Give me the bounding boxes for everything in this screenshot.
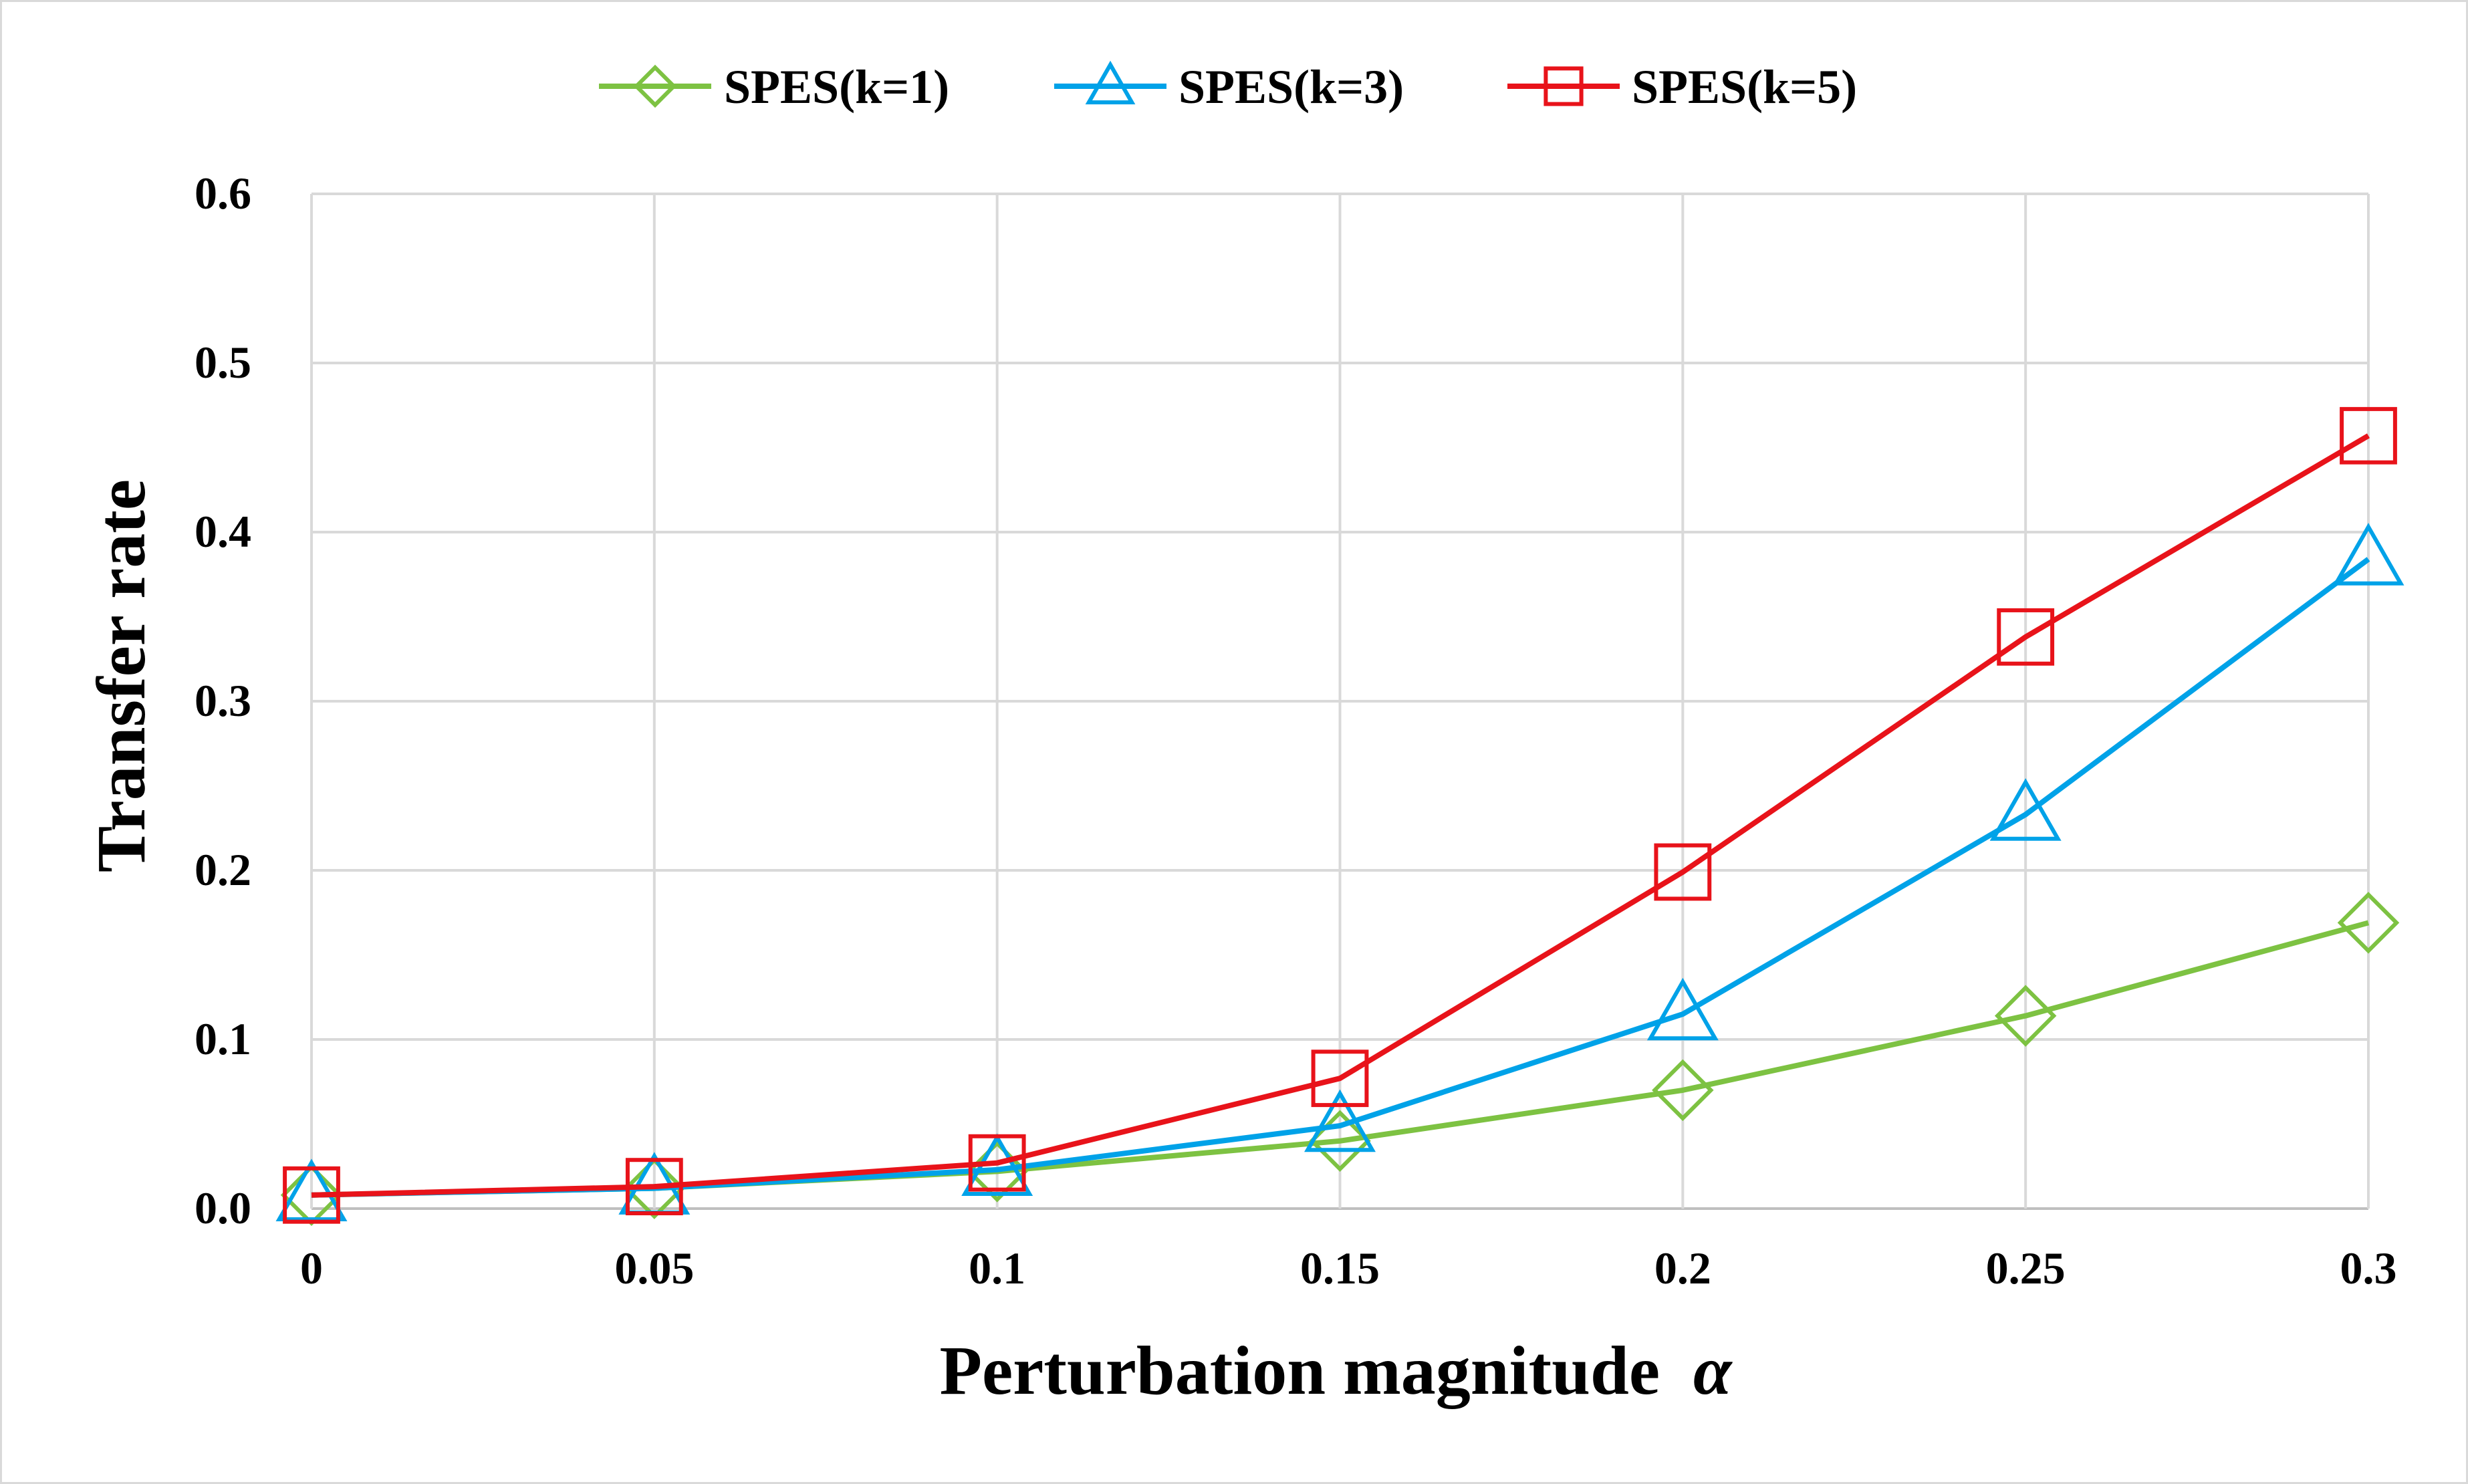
legend-item: SPES(k=1) — [599, 60, 949, 114]
data-point-square — [2340, 406, 2397, 465]
legend-label: SPES(k=5) — [1632, 60, 1857, 114]
y-tick-labels: 0.0 0.1 0.2 0.3 0.4 0.5 0.6 — [195, 168, 251, 1233]
y-tick-label: 0.0 — [195, 1183, 251, 1233]
legend-marker-triangle — [1085, 60, 1136, 105]
data-point-diamond — [1994, 985, 2057, 1047]
data-point-square — [1997, 608, 2055, 666]
data-point-triangle — [1304, 1089, 1376, 1152]
grid-lines — [310, 193, 2370, 1210]
legend-label: SPES(k=1) — [724, 60, 949, 114]
data-point-square — [1654, 843, 1712, 901]
data-point-triangle — [1646, 977, 1719, 1041]
data-point-triangle — [2332, 523, 2404, 586]
y-tick-label: 0.1 — [195, 1013, 251, 1064]
data-point-diamond — [623, 1157, 686, 1219]
data-point-square — [283, 1166, 340, 1224]
y-axis-title: Transfer rate — [83, 479, 160, 872]
series-line — [311, 433, 2370, 1198]
x-tick-label: 0.25 — [1986, 1243, 2066, 1293]
y-tick-label: 0.5 — [195, 337, 251, 388]
legend-marker-square — [1544, 66, 1584, 106]
x-tick-labels: 0 0.05 0.1 0.15 0.2 0.25 0.3 — [300, 1243, 2397, 1293]
x-tick-label: 0.2 — [1654, 1243, 1711, 1293]
data-point-diamond — [2337, 892, 2400, 954]
y-tick-label: 0.3 — [195, 675, 251, 726]
x-tick-label: 0 — [300, 1243, 323, 1293]
data-point-diamond — [1652, 1059, 1714, 1122]
data-point-triangle — [275, 1158, 348, 1221]
series-3 — [283, 406, 2397, 1224]
x-tick-label: 0.05 — [614, 1243, 694, 1293]
data-point-diamond — [1309, 1110, 1371, 1172]
x-tick-label: 0.1 — [969, 1243, 1025, 1293]
data-point-square — [625, 1158, 683, 1216]
x-axis-title-symbol: α — [1693, 1332, 1733, 1409]
legend-label: SPES(k=3) — [1179, 60, 1404, 114]
y-tick-label: 0.2 — [195, 844, 251, 895]
data-point-square — [1311, 1049, 1369, 1108]
y-tick-label: 0.4 — [195, 506, 251, 557]
x-axis-title-text: Perturbation magnitude — [939, 1332, 1660, 1409]
series-layer — [275, 406, 2404, 1227]
legend: SPES(k=1) SPES(k=3) SPES(k=5) — [599, 60, 1857, 114]
legend-marker-diamond — [633, 64, 677, 108]
legend-item: SPES(k=5) — [1507, 60, 1857, 114]
data-point-triangle — [1989, 778, 2062, 841]
x-axis-title: Perturbation magnitude α — [939, 1332, 1733, 1409]
x-tick-label: 0.15 — [1300, 1243, 1380, 1293]
x-tick-label: 0.3 — [2340, 1243, 2397, 1293]
data-point-square — [968, 1134, 1026, 1192]
legend-item: SPES(k=3) — [1054, 60, 1404, 114]
y-tick-label: 0.6 — [195, 168, 251, 219]
